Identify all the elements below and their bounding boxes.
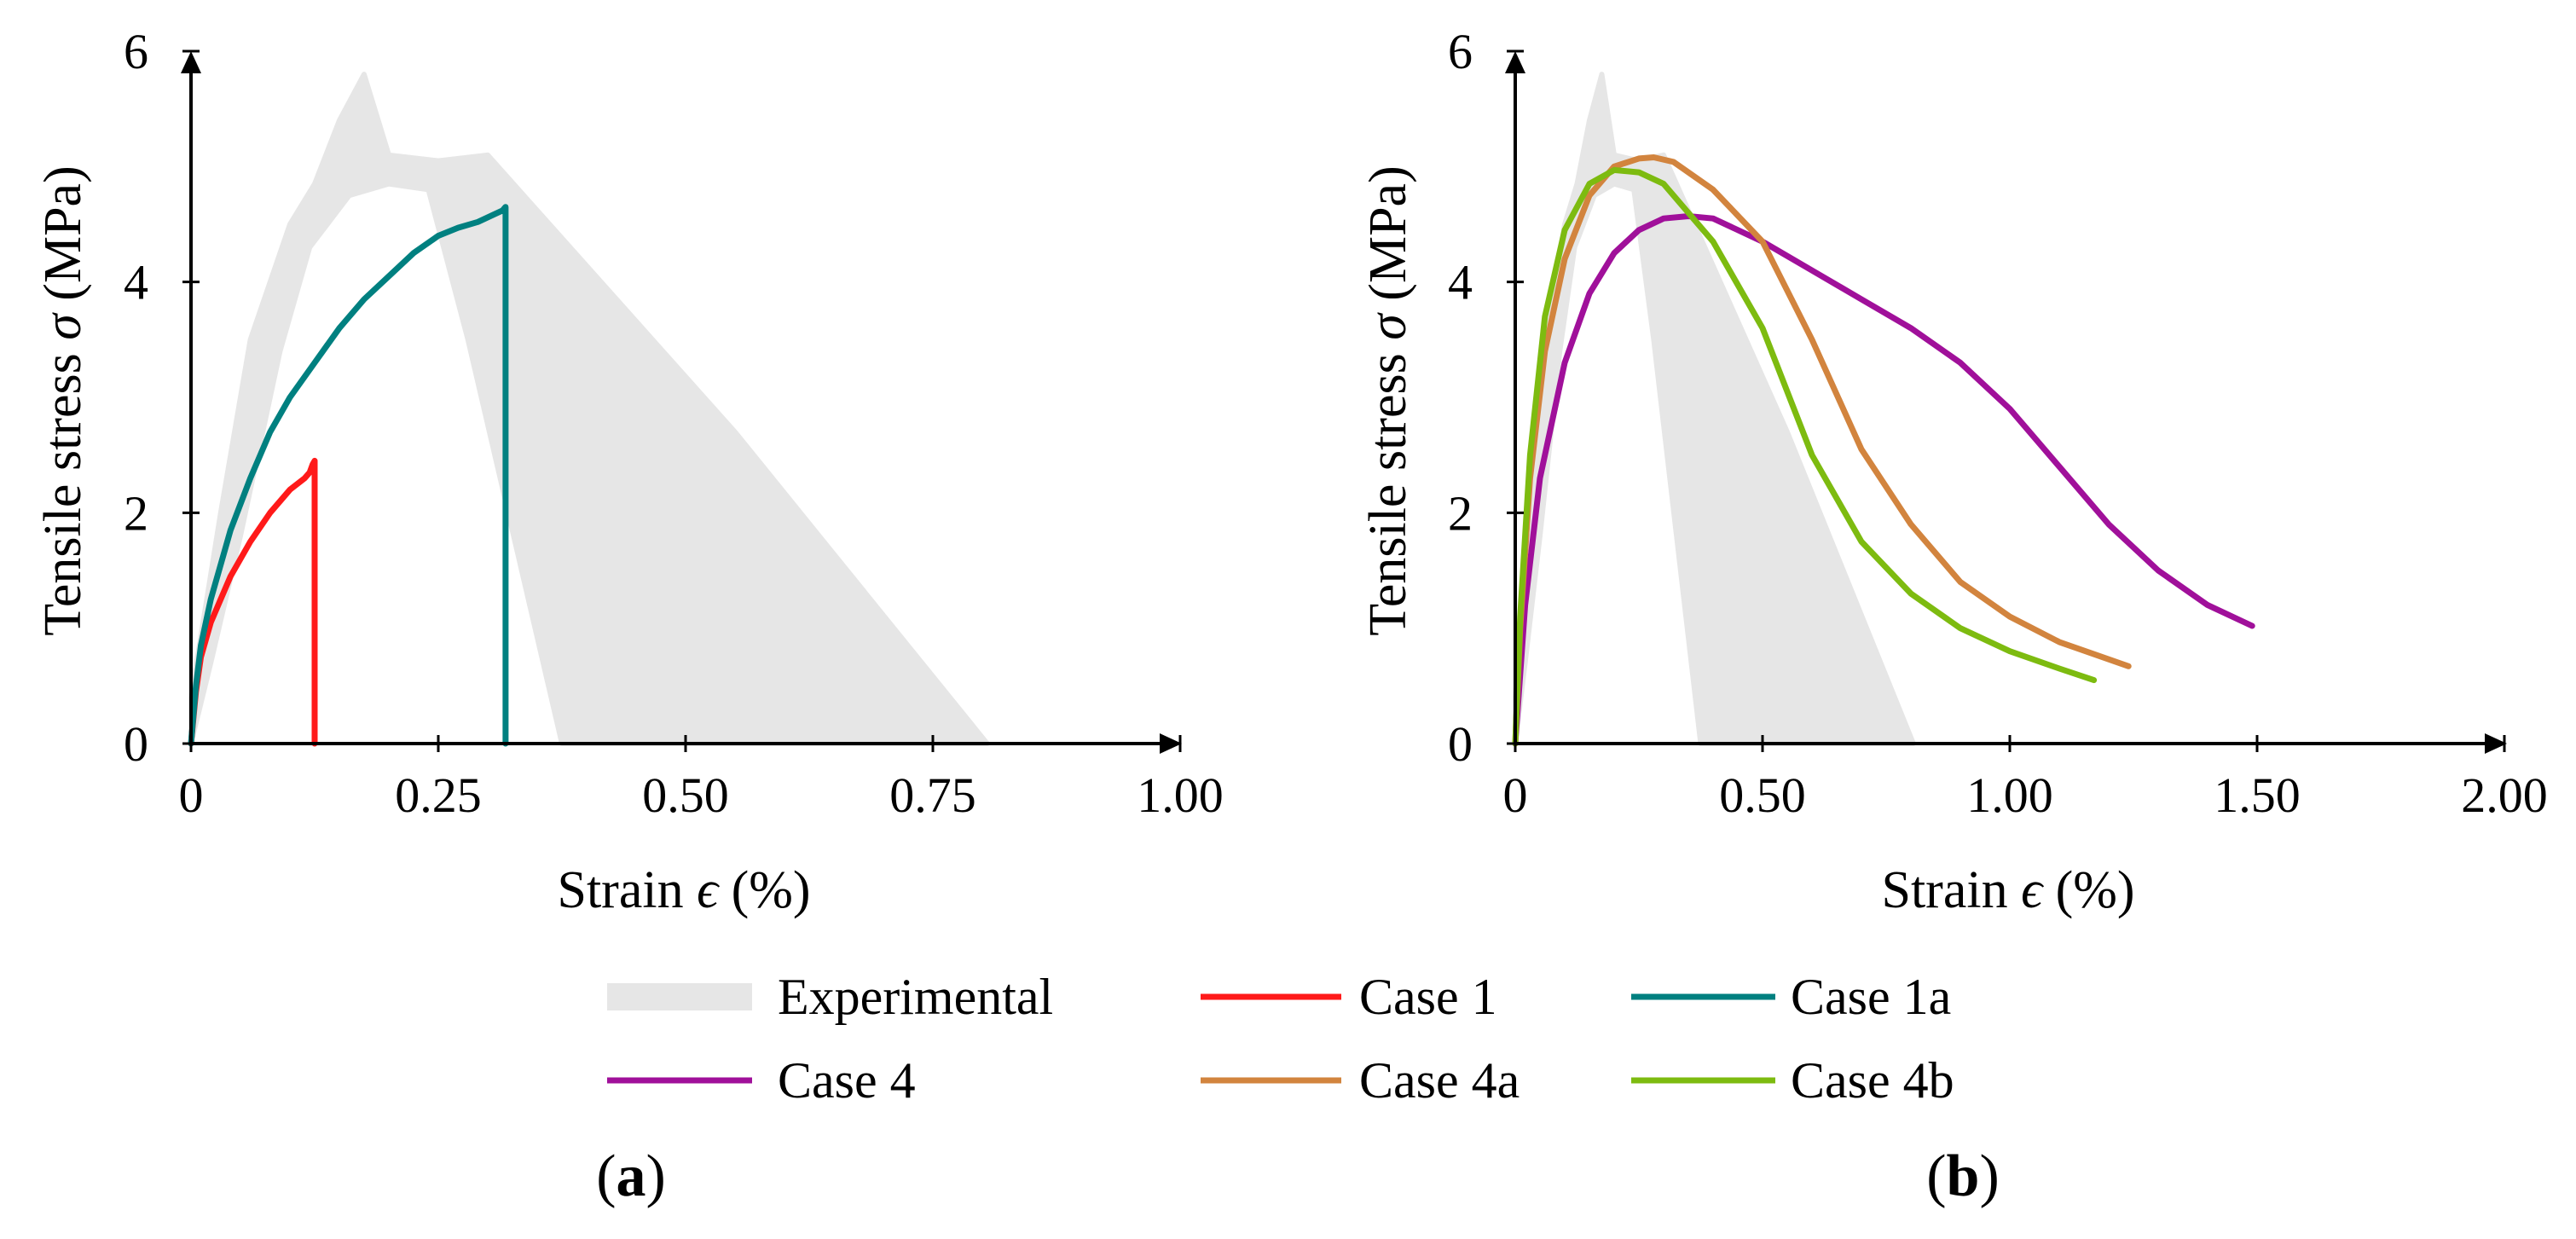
panel-b-y-tick-label-2: 4 [1448, 255, 1473, 310]
panel-a-y-tick-label-3: 6 [124, 24, 148, 79]
panel-a-x-tick-label-0: 0 [179, 767, 204, 823]
panel-a-y-tick-label-2: 4 [124, 255, 148, 310]
panel-b-label-close: ) [1979, 1143, 1999, 1209]
panel-a-y-axis-title-prefix: Tensile stress [34, 340, 92, 636]
panel-b-ticks: 0 0.50 1.00 1.50 2.00 0 2 4 6 [1448, 24, 2548, 823]
panel-a-y-axis-title: Tensile stress σ (MPa) [34, 165, 92, 635]
panel-b-y-tick-label-0: 0 [1448, 716, 1473, 772]
panel-a-label-open: ( [596, 1143, 616, 1209]
panel-a-y-axis-title-symbol: σ [34, 312, 92, 340]
legend-label-case-1a: Case 1a [1791, 969, 1951, 1025]
panel-a-y-tick-label-1: 2 [124, 485, 148, 541]
panel-b-label: (b) [1926, 1143, 2000, 1209]
panel-b-x-tick-label-2: 1.00 [1966, 767, 2053, 823]
panel-b-y-tick-label-3: 6 [1448, 24, 1473, 79]
panel-a-label: (a) [596, 1143, 666, 1209]
panel-b-x-tick-label-4: 2.00 [2461, 767, 2548, 823]
panel-a-series-layer [188, 204, 509, 747]
panel-b-x-axis-title-symbol: ϵ [2021, 861, 2044, 919]
panel-b-series-case-4a [1512, 154, 2132, 747]
legend-item-experimental: Experimental [607, 969, 1053, 1025]
panel-a-x-axis-title-symbol: ϵ [697, 861, 720, 919]
panel-b-label-letter: b [1947, 1143, 1980, 1209]
panel-a-x-axis-title-suffix: (%) [718, 861, 810, 919]
legend: Experimental Case 1 Case 1a Case 4 Case … [607, 969, 1954, 1109]
panel-a-x-tick-label-3: 0.75 [889, 767, 976, 823]
panel-a-label-letter: a [617, 1143, 646, 1209]
legend-label-case-1: Case 1 [1359, 969, 1497, 1025]
panel-b-x-axis-title: Strain ϵ (%) [1881, 861, 2134, 919]
panel-a-x-tick-label-1: 0.25 [395, 767, 482, 823]
panel-a-x-axis-title: Strain ϵ (%) [557, 861, 810, 919]
legend-item-case-4: Case 4 [607, 1052, 916, 1109]
panel-b-band-layer [1513, 72, 1916, 746]
panel-a-series-case-1a [188, 204, 509, 747]
legend-item-case-4a: Case 4a [1201, 1052, 1520, 1109]
panel-a-ticks: 0 0.25 0.50 0.75 1.00 0 2 4 6 [124, 24, 1224, 823]
panel-b-x-axis-title-suffix: (%) [2042, 861, 2134, 919]
panel-a-x-axis-title-prefix: Strain [557, 861, 697, 919]
panel-a-x-tick-label-2: 0.50 [642, 767, 729, 823]
panel-a-x-tick-label-4: 1.00 [1137, 767, 1224, 823]
panel-b-series-layer [1512, 154, 2255, 747]
panel-b-y-axis-title-suffix: (MPa) [1359, 165, 1417, 314]
panel-b-x-tick-label-1: 0.50 [1719, 767, 1806, 823]
panel-a-y-tick-label-0: 0 [124, 716, 148, 772]
panel-a-y-axis-title-suffix: (MPa) [34, 165, 92, 314]
panel-a-label-close: ) [646, 1143, 666, 1209]
panel-a-band-layer [188, 72, 990, 746]
legend-item-case-1: Case 1 [1201, 969, 1497, 1025]
panel-a: 0 0.25 0.50 0.75 1.00 0 2 4 6 Strain ϵ (%) Tensi… [34, 24, 1224, 1209]
panel-a-x-axis-arrow [1160, 733, 1182, 754]
panel-b-y-axis-arrow [1505, 51, 1525, 73]
panel-b-y-axis-title-symbol: σ [1359, 312, 1417, 340]
panel-b-y-axis-title-prefix: Tensile stress [1359, 340, 1417, 636]
panel-b-label-open: ( [1926, 1143, 1946, 1209]
legend-label-case-4b: Case 4b [1791, 1052, 1954, 1109]
legend-item-case-4b: Case 4b [1631, 1052, 1954, 1109]
panel-b-x-axis-title-prefix: Strain [1881, 861, 2021, 919]
panel-b-x-tick-label-3: 1.50 [2214, 767, 2301, 823]
legend-label-case-4: Case 4 [778, 1052, 916, 1109]
panel-a-band-experimental [188, 72, 990, 746]
legend-label-case-4a: Case 4a [1359, 1052, 1520, 1109]
panel-b-band-experimental [1513, 72, 1916, 746]
panel-a-y-axis-arrow [181, 51, 201, 73]
panel-b-y-axis-title: Tensile stress σ (MPa) [1359, 165, 1417, 635]
panel-b-series-case-4b [1512, 166, 2098, 747]
panel-b: 0 0.50 1.00 1.50 2.00 0 2 4 6 Strain ϵ (%) Tensi… [1359, 24, 2548, 1209]
legend-label-experimental: Experimental [778, 969, 1053, 1025]
panel-b-y-tick-label-1: 2 [1448, 485, 1473, 541]
panel-b-x-axis-arrow [2485, 733, 2507, 754]
panel-b-x-tick-label-0: 0 [1503, 767, 1528, 823]
legend-item-case-1a: Case 1a [1631, 969, 1951, 1025]
